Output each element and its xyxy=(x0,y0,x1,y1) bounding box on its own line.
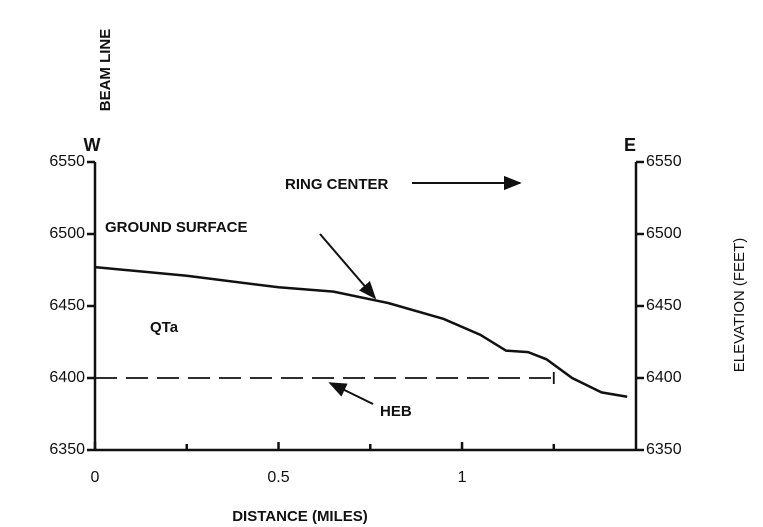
beam-line-label: BEAM LINE xyxy=(97,29,114,112)
ground-label: GROUND SURFACE xyxy=(105,219,248,236)
heb-arrow xyxy=(328,382,374,405)
x-tick-label: 0.5 xyxy=(267,469,289,486)
ground-arrow xyxy=(319,233,377,300)
y-tick-label: 6400 xyxy=(49,369,85,386)
y2-tick-label: 6550 xyxy=(646,153,682,170)
ground-line xyxy=(94,265,628,398)
y2-axis-title: ELEVATION (FEET) xyxy=(731,238,748,372)
y2-tick-label: 6450 xyxy=(646,297,682,314)
y-tick-label: 6450 xyxy=(49,297,85,314)
y-tick-label: 6550 xyxy=(49,153,85,170)
ring-center-label: RING CENTER xyxy=(285,176,389,193)
x-axis-title: DISTANCE (MILES) xyxy=(232,508,368,525)
heb-label: HEB xyxy=(380,403,412,420)
east-label: E xyxy=(624,135,636,155)
y-tick-label: 6500 xyxy=(49,225,85,242)
west-label: W xyxy=(84,135,101,155)
y-tick-label: 6350 xyxy=(49,441,85,458)
y2-tick-label: 6400 xyxy=(646,369,682,386)
y2-tick-label: 6350 xyxy=(646,441,682,458)
y2-tick-label: 6500 xyxy=(646,225,682,242)
x-tick-label: 1 xyxy=(458,469,467,486)
x-tick-label: 0 xyxy=(91,469,100,486)
unit-label: QTa xyxy=(150,319,179,336)
